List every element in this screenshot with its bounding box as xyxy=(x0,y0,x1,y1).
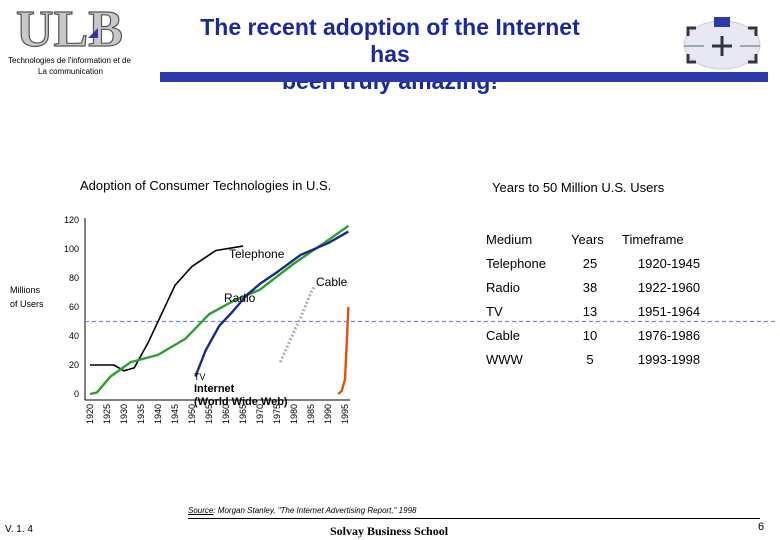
radio-label: Radio xyxy=(224,291,256,305)
table-cell-timeframe: 1922-1960 xyxy=(638,280,700,295)
series-line-cable xyxy=(279,285,316,363)
y-axis: 120 100 80 60 40 20 0 xyxy=(64,215,776,401)
x-tick-label: 1955 xyxy=(204,404,214,424)
y-axis-label-line1: Millions xyxy=(10,285,41,295)
table-header-years: Years xyxy=(571,232,604,247)
table-cell-years: 5 xyxy=(586,352,593,367)
series-line-tv xyxy=(194,230,349,378)
y-tick-label: 100 xyxy=(64,244,79,254)
logo-subtitle-line2: La communication xyxy=(38,67,103,76)
internet-label-line1: Internet xyxy=(194,383,235,395)
x-tick-label: 1935 xyxy=(136,404,146,424)
table-cell-medium: TV xyxy=(486,304,503,319)
x-tick-label: 1980 xyxy=(289,404,299,424)
logo-subtitle-line1: Technologies de l'information et de xyxy=(8,56,131,65)
y-tick-label: 80 xyxy=(69,273,79,283)
table-header-medium: Medium xyxy=(486,232,532,247)
x-tick-label: 1965 xyxy=(238,404,248,424)
x-tick-label: 1940 xyxy=(153,404,163,424)
chart-series xyxy=(89,224,350,396)
x-tick-label: 1945 xyxy=(170,404,180,424)
table-cell-medium: Telephone xyxy=(486,256,546,271)
chart-title: Adoption of Consumer Technologies in U.S… xyxy=(80,178,332,193)
x-tick-label: 1990 xyxy=(323,404,333,424)
version-label: V. 1. 4 xyxy=(5,524,33,535)
table-cell-medium: WWW xyxy=(486,352,524,367)
table-cell-medium: Radio xyxy=(486,280,520,295)
telephone-label: Telephone xyxy=(229,247,285,261)
series-line-telephone xyxy=(90,245,244,372)
internet-label-line2: (World Wide Web) xyxy=(194,396,288,408)
years-table: Medium Years Timeframe Telephone 25 1920-1… xyxy=(486,232,700,367)
y-tick-label: 120 xyxy=(64,215,79,225)
x-tick-label: 1995 xyxy=(340,404,350,424)
table-row: Cable 10 1976-1986 xyxy=(486,328,700,343)
tv-label: TV xyxy=(194,372,206,382)
page-number: 6 xyxy=(758,521,765,533)
table-cell-timeframe: 1951-1964 xyxy=(638,304,700,319)
table-cell-medium: Cable xyxy=(486,328,520,343)
table-cell-years: 13 xyxy=(583,304,597,319)
x-tick-label: 1930 xyxy=(119,404,129,424)
x-tick-label: 1960 xyxy=(221,404,231,424)
x-axis: 1920 1925 1930 1935 1940 1945 1950 1955 1960 1965… xyxy=(85,404,350,424)
logo-text: ULB xyxy=(16,2,123,52)
table-cell-timeframe: 1993-1998 xyxy=(638,352,700,367)
x-tick-label: 1950 xyxy=(187,404,197,424)
table-rows: Telephone 25 1920-1945 Radio 38 1922-1960 TV 13… xyxy=(486,256,700,367)
y-tick-label: 20 xyxy=(69,360,79,370)
y-tick-label: 0 xyxy=(74,389,79,399)
series-line-www xyxy=(337,306,350,395)
table-row: Telephone 25 1920-1945 xyxy=(486,256,700,271)
page-title-line1: The recent adoption of the Internet has xyxy=(200,14,580,67)
navigation-arrows-icon xyxy=(683,17,761,70)
header-bar xyxy=(160,72,768,82)
y-axis-label-line2: of Users xyxy=(10,299,44,309)
ulb-logo: ULB xyxy=(15,2,123,52)
table-cell-timeframe: 1920-1945 xyxy=(638,256,700,271)
source-text: : Morgan Stanley, "The Internet Advertis… xyxy=(213,506,417,515)
table-row: WWW 5 1993-1998 xyxy=(486,352,700,367)
school-name: Solvay Business School xyxy=(330,524,449,538)
series-line-radio xyxy=(89,224,350,396)
y-tick-label: 60 xyxy=(69,302,79,312)
x-tick-label: 1925 xyxy=(102,404,112,424)
table-header-timeframe: Timeframe xyxy=(622,232,684,247)
cable-label: Cable xyxy=(316,275,348,289)
x-tick-label: 1985 xyxy=(306,404,316,424)
table-row: TV 13 1951-1964 xyxy=(486,304,700,319)
logo-accent-icon xyxy=(88,28,98,38)
table-title: Years to 50 Million U.S. Users xyxy=(492,180,665,195)
table-row: Radio 38 1922-1960 xyxy=(486,280,700,295)
y-tick-label: 40 xyxy=(69,331,79,341)
source-note: Source: Morgan Stanley, "The Internet Ad… xyxy=(188,506,416,515)
source-prefix: Source xyxy=(188,506,214,515)
footer-divider xyxy=(188,518,760,519)
table-cell-years: 10 xyxy=(583,328,597,343)
x-tick-label: 1975 xyxy=(272,404,282,424)
x-tick-label: 1920 xyxy=(85,404,95,424)
x-tick-label: 1970 xyxy=(255,404,265,424)
table-cell-years: 38 xyxy=(583,280,597,295)
table-cell-years: 25 xyxy=(583,256,597,271)
table-cell-timeframe: 1976-1986 xyxy=(638,328,700,343)
